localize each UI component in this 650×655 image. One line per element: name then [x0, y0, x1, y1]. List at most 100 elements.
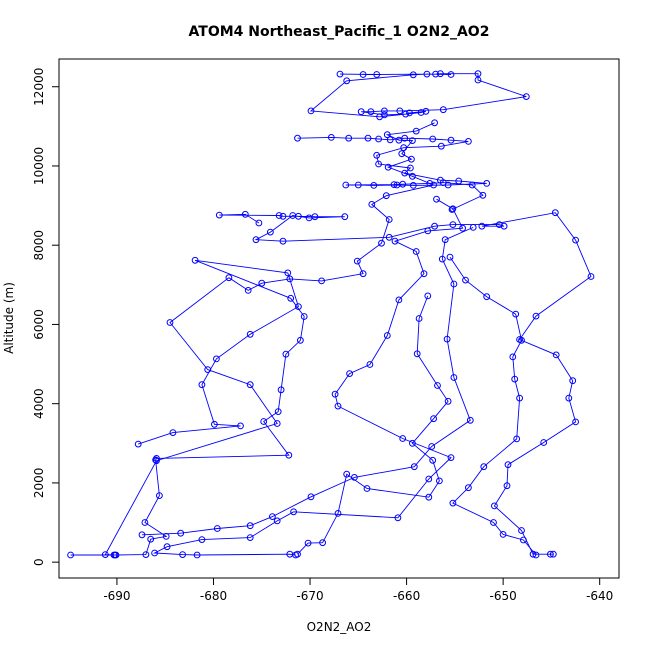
- data-point: [375, 160, 383, 168]
- data-point: [483, 293, 491, 301]
- data-point: [465, 138, 472, 145]
- data-point: [412, 127, 420, 135]
- data-point: [363, 485, 371, 492]
- data-point: [370, 182, 378, 189]
- data-point: [198, 536, 206, 543]
- data-point: [381, 107, 388, 115]
- data-point: [307, 107, 315, 115]
- data-point: [409, 137, 416, 145]
- data-point: [395, 136, 403, 144]
- data-point: [277, 386, 285, 394]
- data-point: [246, 330, 254, 338]
- data-point: [468, 181, 476, 189]
- data-point: [417, 109, 425, 116]
- data-point: [267, 228, 274, 236]
- data-point: [520, 536, 527, 544]
- data-point: [255, 219, 263, 227]
- y-axis-label: Altitude (m): [2, 282, 16, 354]
- data-point: [274, 408, 282, 416]
- series-line: [70, 259, 305, 556]
- data-point: [424, 227, 432, 235]
- series-line: [309, 73, 527, 118]
- y-tick-label: 0: [32, 558, 46, 566]
- data-point: [138, 531, 146, 539]
- data-point: [413, 350, 421, 358]
- data-point: [420, 270, 428, 278]
- data-point: [532, 551, 540, 559]
- data-point: [343, 470, 351, 478]
- data-point: [438, 255, 446, 263]
- data-point: [359, 270, 367, 278]
- data-point: [258, 279, 266, 287]
- x-tick-label: -690: [103, 589, 130, 603]
- data-point: [386, 136, 394, 144]
- data-point: [346, 370, 354, 378]
- data-point: [295, 303, 302, 311]
- data-point: [287, 294, 295, 302]
- data-point: [441, 236, 449, 244]
- data-point: [111, 551, 119, 559]
- data-point: [540, 439, 548, 446]
- data-point: [436, 477, 443, 485]
- data-point: [252, 236, 260, 244]
- data-point: [367, 108, 375, 116]
- data-point: [428, 443, 436, 450]
- x-axis: -690 -680 -670 -660 -650 -640: [103, 577, 613, 603]
- data-point: [384, 163, 392, 171]
- data-point: [407, 164, 414, 172]
- data-point: [422, 107, 430, 115]
- data-point: [351, 474, 358, 481]
- data-point: [275, 212, 283, 219]
- data-point: [282, 350, 290, 358]
- series-line: [104, 122, 436, 556]
- data-point: [449, 499, 457, 507]
- data-point: [213, 355, 220, 363]
- data-point: [336, 70, 344, 78]
- data-point: [503, 482, 511, 490]
- data-point: [241, 210, 249, 218]
- series-group: [151, 195, 467, 559]
- data-point: [215, 211, 223, 219]
- data-point: [565, 394, 573, 402]
- data-point: [437, 70, 444, 78]
- data-point: [450, 374, 458, 381]
- data-point: [490, 519, 497, 526]
- data-point: [375, 135, 383, 143]
- data-point: [430, 181, 438, 189]
- data-point: [359, 71, 367, 78]
- y-tick-label: 8000: [32, 230, 46, 261]
- series-group: [294, 134, 491, 213]
- data-point: [391, 237, 399, 245]
- data-point: [385, 233, 393, 241]
- data-point: [448, 206, 456, 213]
- data-point: [285, 451, 293, 459]
- data-point: [408, 155, 415, 163]
- data-point: [373, 71, 381, 78]
- series-line: [449, 256, 537, 556]
- series-line: [297, 136, 487, 210]
- data-point: [101, 551, 109, 558]
- data-point: [373, 151, 381, 159]
- series-line: [297, 295, 449, 555]
- y-tick-label: 6000: [32, 309, 46, 340]
- data-point: [401, 169, 409, 177]
- data-point: [425, 493, 433, 501]
- data-point: [511, 375, 519, 383]
- data-point: [396, 107, 404, 115]
- data-point: [491, 502, 498, 510]
- data-point: [318, 277, 326, 285]
- data-point: [425, 475, 433, 483]
- data-point: [439, 179, 447, 187]
- data-point: [469, 224, 477, 231]
- data-point: [462, 276, 469, 284]
- data-point: [431, 222, 439, 230]
- data-point: [151, 549, 159, 557]
- data-point: [390, 181, 398, 189]
- series-layer: [67, 70, 595, 559]
- data-point: [547, 550, 554, 558]
- data-point: [459, 224, 467, 232]
- x-tick-label: -650: [490, 589, 517, 603]
- data-point: [383, 131, 391, 139]
- data-point: [307, 493, 315, 501]
- series-line: [219, 212, 592, 555]
